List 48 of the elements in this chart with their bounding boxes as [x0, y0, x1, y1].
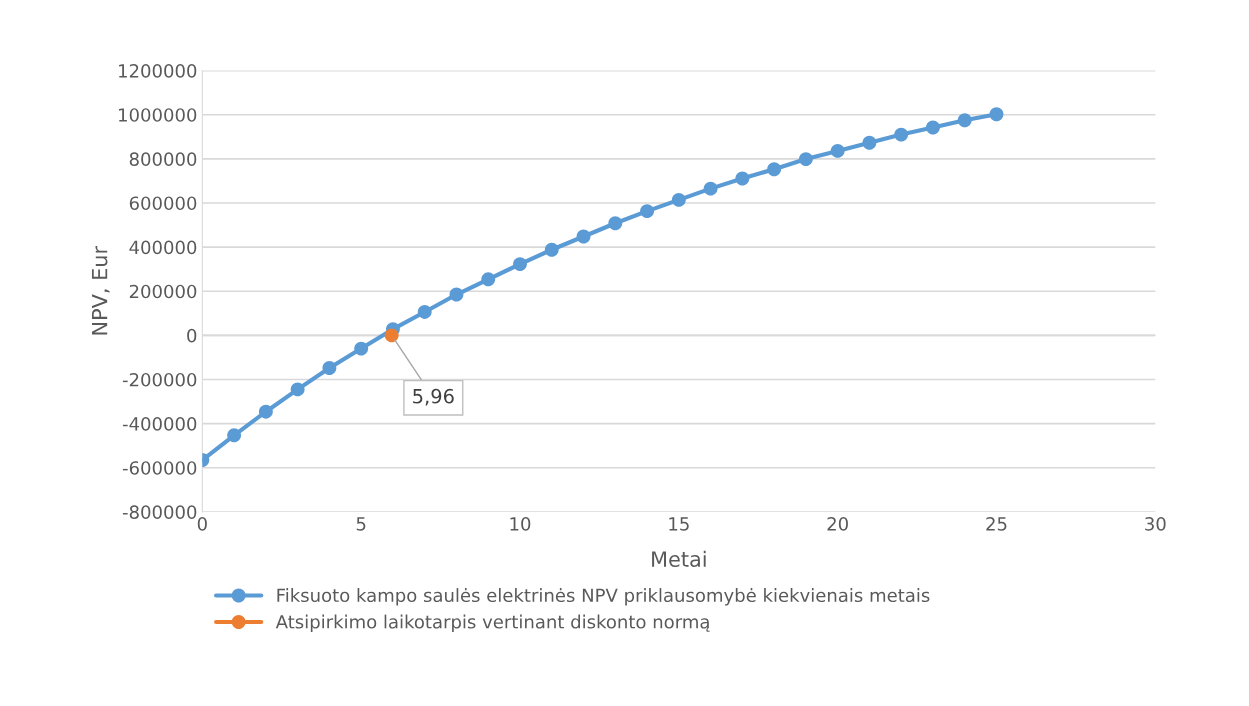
x-tick-label: 15: [669, 517, 689, 531]
y-tick-label: 800000: [129, 152, 197, 166]
y-tick-label: -400000: [122, 417, 197, 431]
x-tick-label: 5: [356, 517, 366, 531]
legend-label: Atsipirkimo laikotarpis vertinant diskonto normą: [275, 614, 710, 633]
point: [798, 152, 813, 167]
point: [481, 272, 496, 287]
point: [894, 127, 909, 142]
x-tick-label: 25: [986, 517, 1007, 531]
y-tick-label: 200000: [129, 284, 197, 299]
y-tick-label: -200000: [122, 372, 197, 387]
y-tick-label: -600000: [122, 461, 197, 475]
y-tick-label: 1200000: [119, 64, 197, 78]
point: [862, 135, 877, 150]
point: [767, 162, 782, 177]
point: [354, 341, 369, 356]
y-tick-label: 0: [187, 328, 197, 343]
point: [290, 382, 305, 397]
legend-label: Fiksuoto kampo saulės elektrinės NPV priklausomybė kiekvienais metais: [277, 588, 930, 606]
point: [384, 328, 399, 343]
point: [830, 143, 845, 158]
annotation: 5,96: [413, 388, 454, 406]
point: [735, 171, 750, 186]
x-tick-label: 0: [197, 517, 207, 531]
point: [989, 107, 1004, 122]
point: [258, 404, 273, 419]
point: [322, 361, 337, 375]
y-axis-title: NPV, Eur: [91, 245, 110, 335]
y-tick-label: 600000: [129, 196, 197, 211]
y-tick-label: -800000: [122, 505, 197, 519]
point: [640, 204, 655, 219]
x-tick-label: 30: [1145, 517, 1166, 531]
x-tick-label: 10: [510, 517, 531, 531]
point: [417, 305, 432, 319]
x-axis-title: Metai: [652, 550, 706, 567]
y-tick-label: 1000000: [119, 108, 197, 122]
point: [449, 287, 464, 302]
point: [703, 181, 718, 196]
point: [671, 192, 686, 207]
point: [513, 257, 527, 272]
x-tick-label: 20: [827, 517, 848, 531]
point: [608, 216, 623, 231]
point: [544, 242, 559, 257]
point: [926, 120, 940, 135]
point: [576, 229, 591, 244]
y-tick-label: 400000: [129, 240, 197, 255]
point: [957, 113, 972, 128]
point: [227, 428, 242, 443]
